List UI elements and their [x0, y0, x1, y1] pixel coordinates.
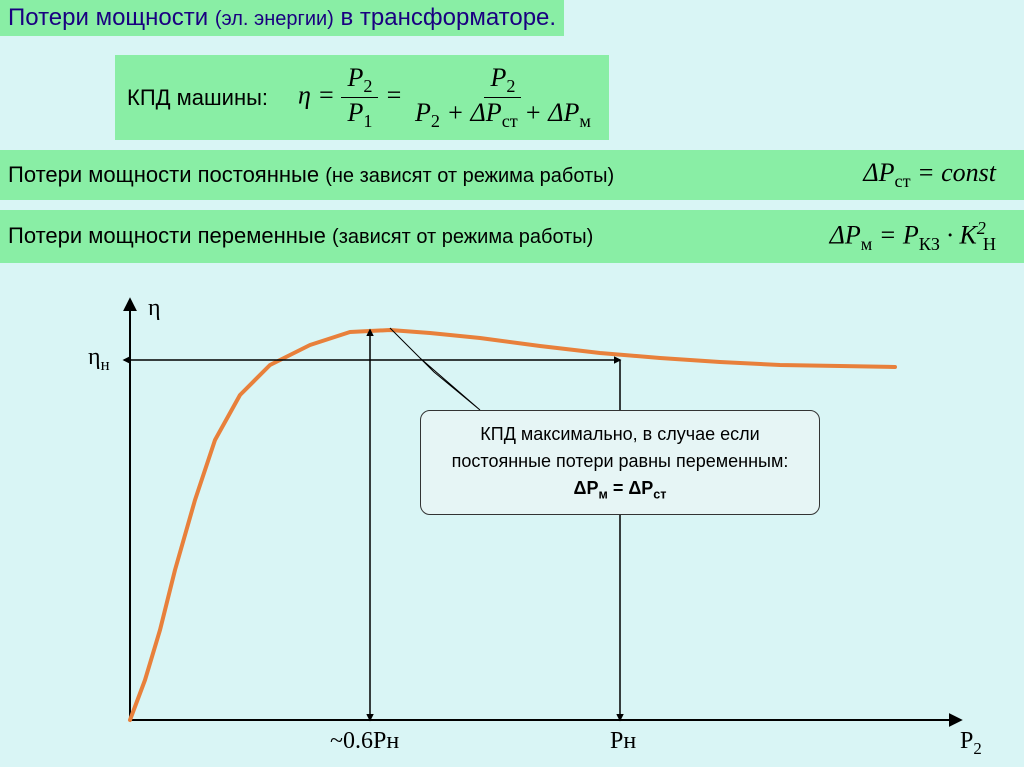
kpd-formula: η = P2 P1 = P2 P2 + ΔPст + ΔPм [298, 63, 597, 132]
callout-box: КПД максимально, в случае если постоянны… [420, 410, 820, 515]
x-tick1: ~0.6Рн [330, 728, 399, 755]
eq-sym2: = [385, 81, 403, 110]
title-paren: (эл. энергии) [215, 8, 334, 30]
var-formula: ΔPм = PКЗ · К2Н [830, 218, 1016, 255]
var-losses-row: Потери мощности переменные (зависят от р… [0, 210, 1024, 263]
eta-sym: η [298, 81, 311, 110]
title-tail: в трансформаторе. [341, 4, 557, 31]
callout-line1: КПД максимально, в случае если [437, 421, 803, 448]
frac1: P2 P1 [341, 63, 378, 132]
y-tick-label: ηн [88, 344, 110, 375]
var-text: Потери мощности переменные (зависят от р… [8, 223, 593, 249]
chart-area: η ηн ~0.6Рн Рн P2 КПД максимально, в слу… [0, 280, 1024, 767]
frac2: P2 P2 + ΔPст + ΔPм [409, 63, 597, 132]
chart-svg [0, 280, 1024, 767]
title-main: Потери мощности [8, 4, 208, 31]
callout-line2: постоянные потери равны переменным: [437, 448, 803, 475]
y-axis-label: η [148, 295, 161, 322]
const-text: Потери мощности постоянные (не зависят о… [8, 162, 614, 188]
kpd-label: КПД машины: [127, 85, 268, 111]
title-row: Потери мощности (эл. энергии) в трансфор… [0, 0, 564, 36]
x-tick2: Рн [610, 728, 636, 755]
x-axis-label: P2 [960, 728, 982, 759]
callout-line3: ΔРм = ΔРст [437, 475, 803, 504]
kpd-row: КПД машины: η = P2 P1 = P2 P2 + ΔPст + Δ… [115, 55, 609, 140]
const-losses-row: Потери мощности постоянные (не зависят о… [0, 150, 1024, 200]
eq-sym: = [317, 81, 335, 110]
const-formula: ΔPст = const [863, 158, 1016, 192]
